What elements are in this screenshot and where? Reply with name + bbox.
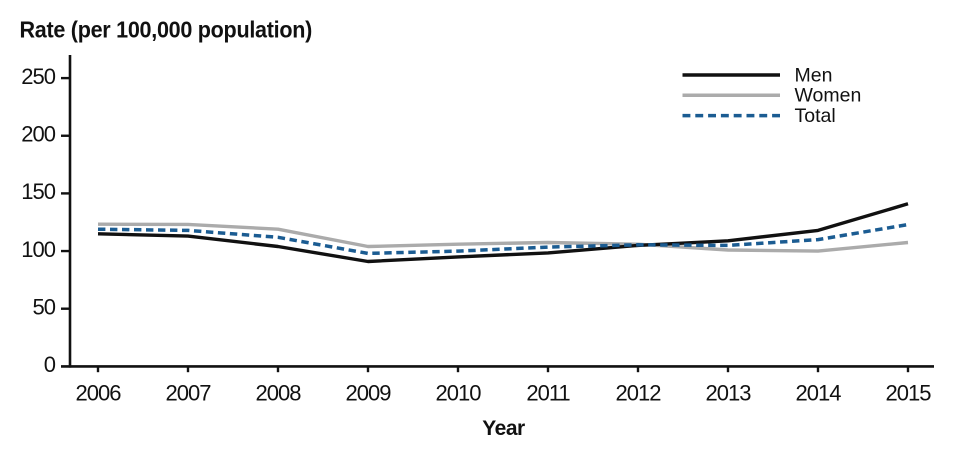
svg-text:2014: 2014 bbox=[796, 381, 842, 406]
svg-text:100: 100 bbox=[21, 237, 55, 262]
svg-text:2006: 2006 bbox=[76, 381, 122, 406]
svg-text:2007: 2007 bbox=[166, 381, 212, 406]
svg-text:2011: 2011 bbox=[526, 381, 570, 406]
svg-text:Women: Women bbox=[795, 85, 862, 107]
svg-text:2010: 2010 bbox=[436, 381, 482, 406]
svg-text:2009: 2009 bbox=[346, 381, 392, 406]
svg-text:50: 50 bbox=[33, 294, 56, 319]
svg-text:2012: 2012 bbox=[616, 381, 662, 406]
svg-text:Year: Year bbox=[482, 417, 525, 440]
svg-text:2015: 2015 bbox=[886, 381, 932, 406]
svg-text:Men: Men bbox=[795, 64, 833, 86]
svg-text:0: 0 bbox=[44, 352, 56, 377]
svg-text:200: 200 bbox=[21, 121, 55, 146]
svg-text:250: 250 bbox=[21, 64, 55, 89]
svg-text:Total: Total bbox=[795, 105, 836, 127]
svg-text:150: 150 bbox=[21, 179, 55, 204]
svg-text:2008: 2008 bbox=[256, 381, 302, 406]
svg-text:2013: 2013 bbox=[706, 381, 752, 406]
svg-text:Rate (per 100,000 population): Rate (per 100,000 population) bbox=[20, 17, 313, 43]
